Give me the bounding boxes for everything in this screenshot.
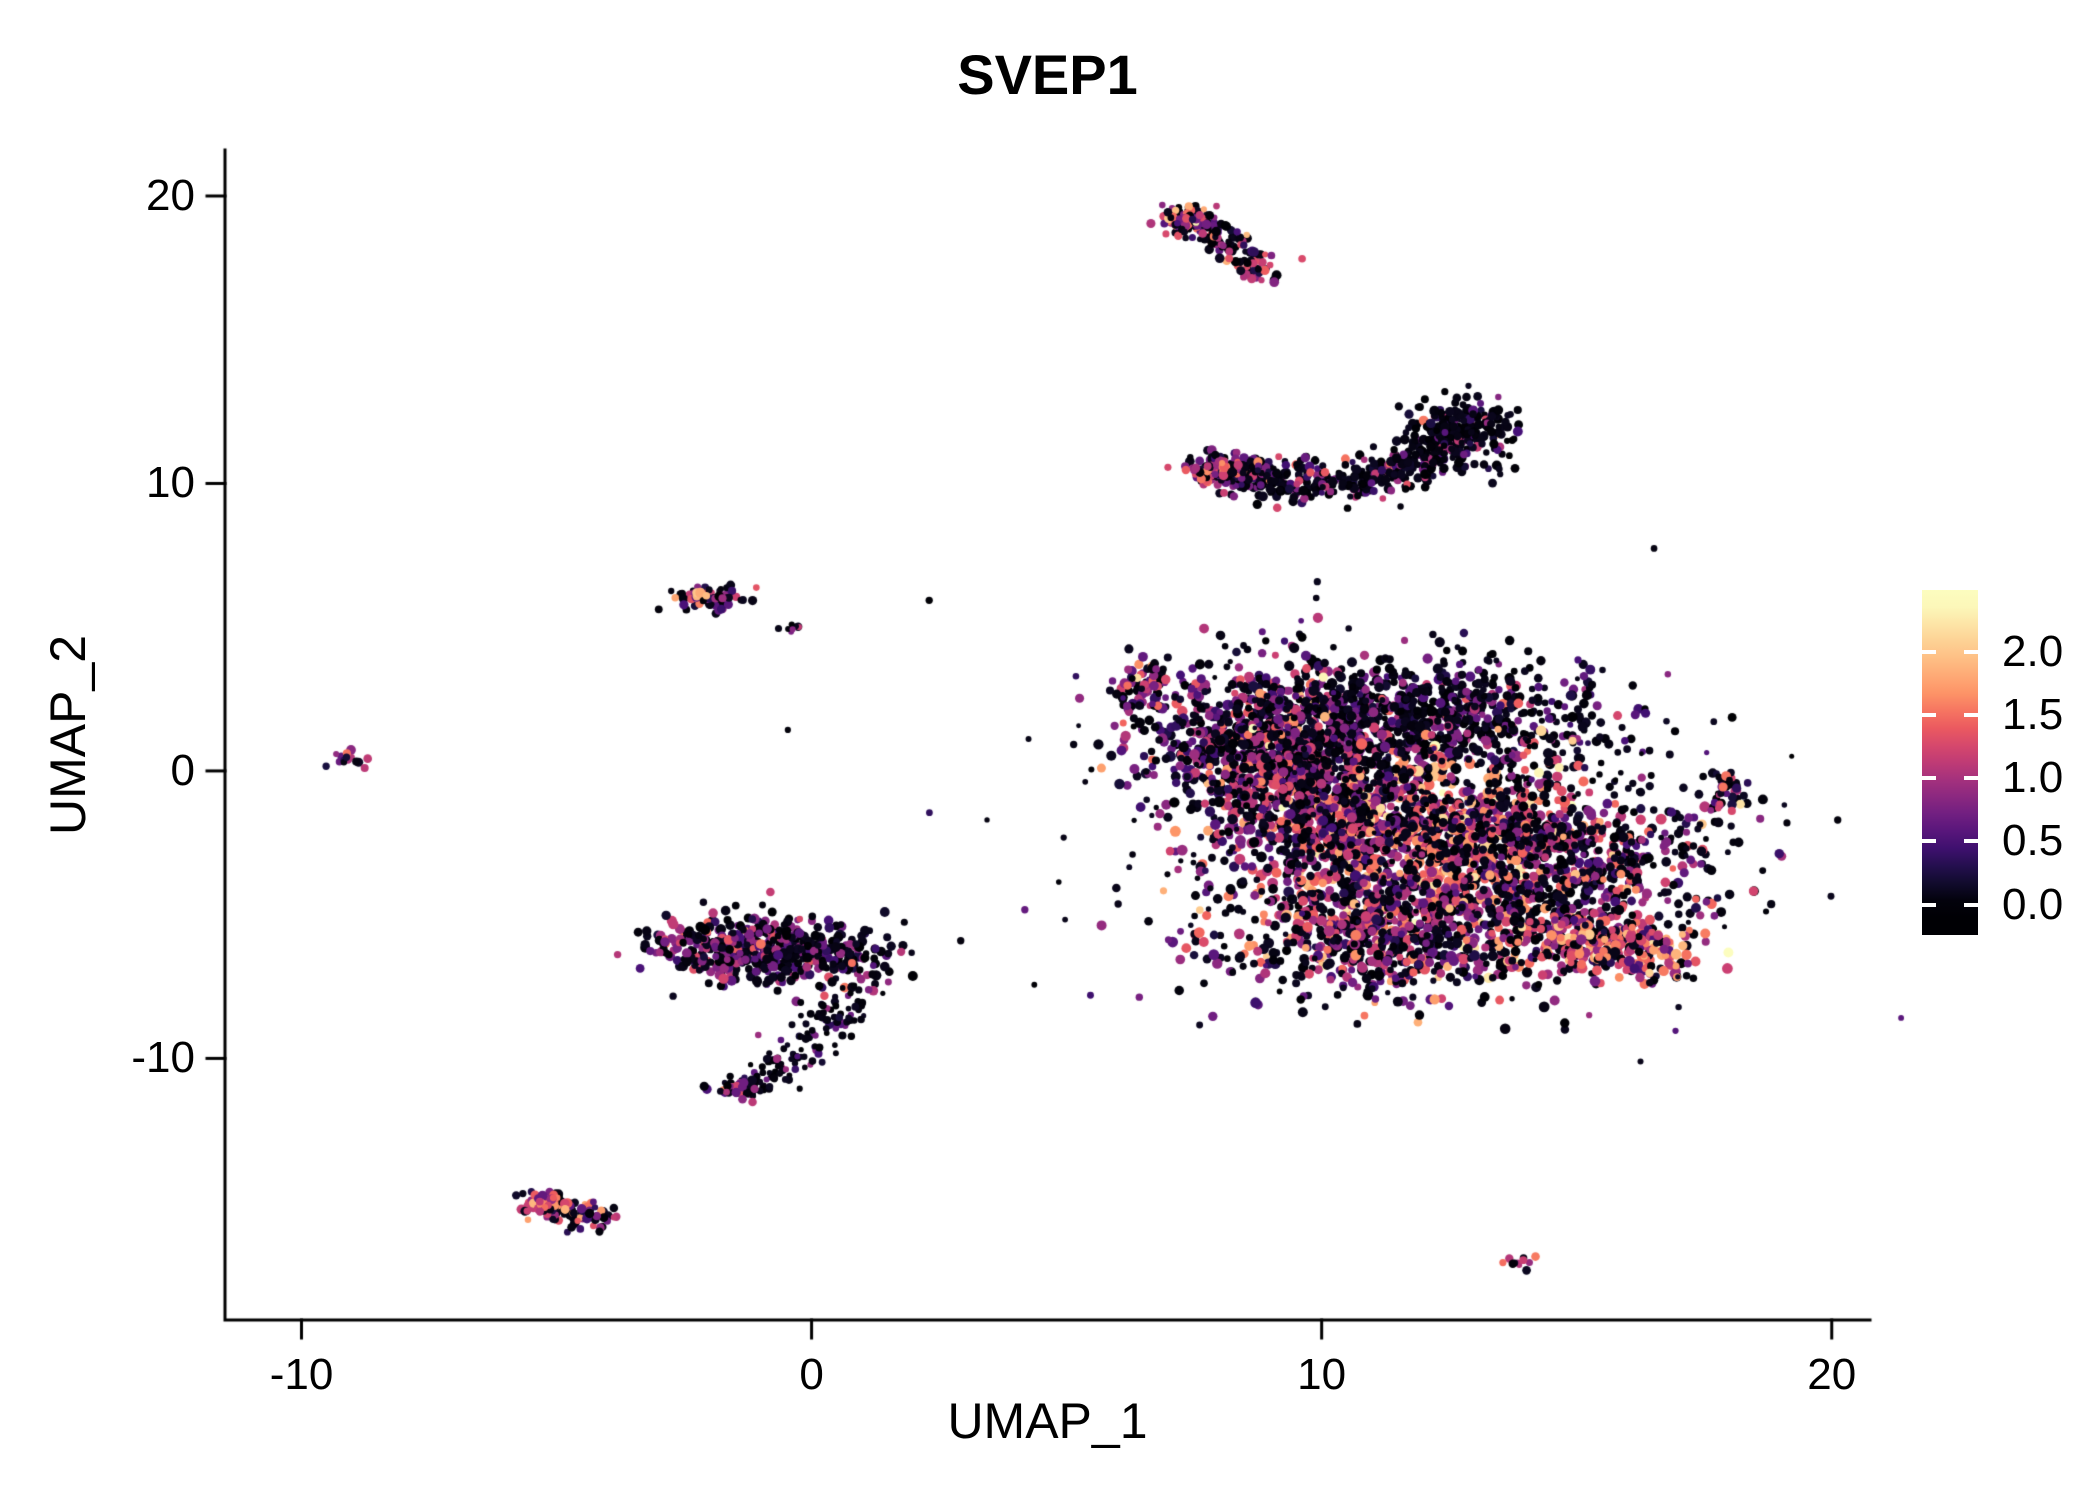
plot-title: SVEP1 <box>957 43 1138 106</box>
legend-tick-label: 1.5 <box>2002 690 2064 740</box>
x-tick-label: 0 <box>799 1350 824 1399</box>
y-tick-label: 0 <box>170 745 195 795</box>
legend-tick-mark <box>1922 713 1936 718</box>
legend-tick-mark <box>1922 776 1936 781</box>
legend-tick-mark <box>1922 839 1936 844</box>
legend-tick-label: 0.0 <box>2002 879 2064 929</box>
legend-tick-label: 2.0 <box>2002 626 2064 676</box>
legend-tick-mark <box>1964 902 1978 907</box>
legend-tick-label: 1.0 <box>2002 753 2064 803</box>
legend-tick-mark <box>1964 839 1978 844</box>
legend-tick-mark <box>1964 776 1978 781</box>
x-tick-label: -10 <box>269 1350 334 1399</box>
legend-colorbar <box>1922 590 1978 935</box>
legend-tick-mark <box>1964 649 1978 654</box>
y-tick-label: 10 <box>146 458 195 508</box>
y-tick-label: 20 <box>146 170 195 220</box>
legend-tick-mark <box>1922 649 1936 654</box>
legend-tick-mark <box>1922 902 1936 907</box>
legend-tick-label: 0.5 <box>2002 816 2064 866</box>
x-tick-label: 20 <box>1807 1350 1857 1399</box>
y-tick-label: -10 <box>131 1033 195 1083</box>
legend-tick-mark <box>1964 713 1978 718</box>
x-axis-label: UMAP_1 <box>947 1393 1148 1449</box>
x-tick-label: 10 <box>1297 1350 1347 1399</box>
y-axis-label: UMAP_2 <box>40 634 96 836</box>
